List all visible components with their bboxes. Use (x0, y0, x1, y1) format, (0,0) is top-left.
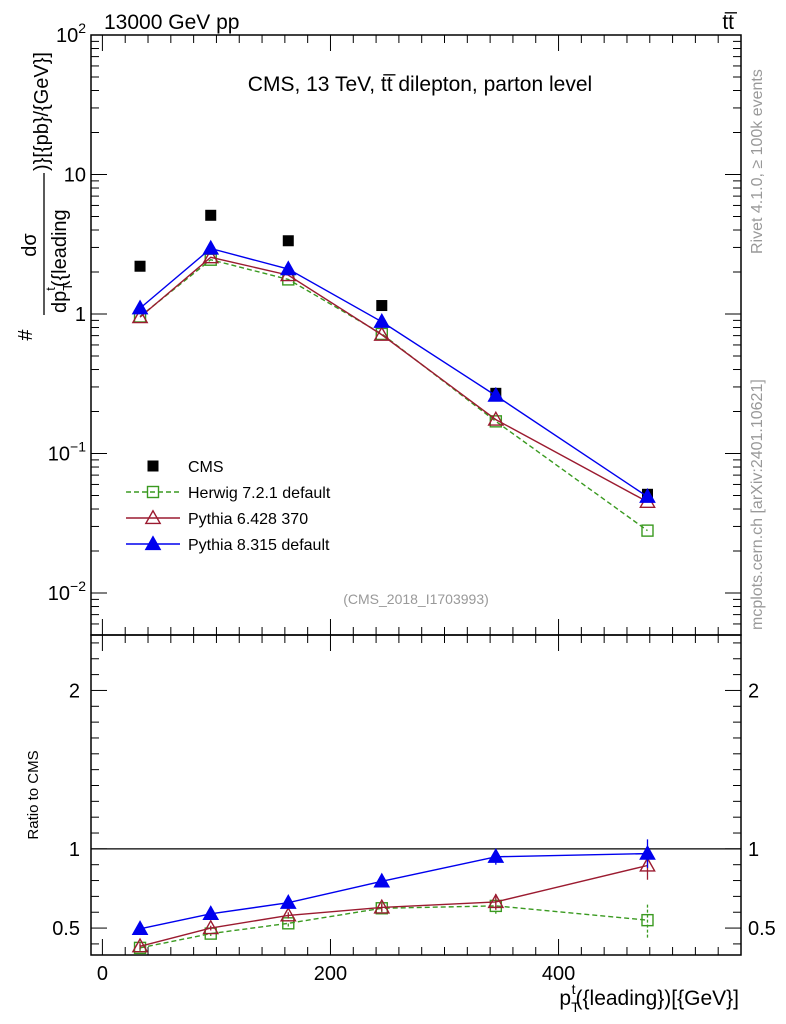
main-data-marks (131, 209, 656, 537)
ratio-y-axis-label: Ratio to CMS (25, 750, 42, 839)
legend-label-pythia-6-428-370: Pythia 6.428 370 (188, 511, 308, 528)
x-tick-label: 400 (542, 963, 575, 985)
y-label-sub: T (60, 283, 75, 291)
x-label-sub: T (571, 999, 580, 1015)
rivet-label: Rivet 4.1.0, ≥ 100k events (749, 69, 766, 254)
point-cms (134, 260, 146, 272)
ratio-line-pythia-8-315-default (139, 852, 648, 930)
ratio-y-tick-label-right: 2 (748, 680, 759, 702)
y-tick-exponent: −2 (70, 578, 86, 594)
point-cms (205, 209, 217, 221)
point-herwig-7-2-1-default (641, 524, 654, 537)
top-left-label: 13000 GeV pp (104, 11, 239, 34)
y-tick-exponent: −1 (70, 439, 86, 455)
y-label-rest: ({leading (49, 209, 71, 287)
point-pythia-8-315-default (373, 313, 391, 328)
y-label-sup: t (43, 287, 58, 291)
series-line-pythia-6-428-370 (139, 256, 648, 503)
y-tick-base: 10 (56, 25, 78, 47)
legend-marker-pythia-8-315-default (144, 535, 162, 551)
point-pythia-6-428-370 (487, 410, 505, 426)
legend-marker-cms (147, 460, 159, 472)
ratio-point-pythia-8-315-default (131, 920, 149, 936)
point-pythia-8-315-default (487, 386, 505, 402)
main-title: CMS, 13 TeV, tt̅ dilepton, parton level (248, 73, 592, 96)
series-line-pythia-8-315-default (139, 247, 648, 498)
ratio-point-pythia-6-428-370 (639, 856, 656, 872)
ratio-point-herwig-7-2-1-default (641, 913, 654, 927)
y-label-dp: dp (49, 291, 71, 313)
y-tick-label: 102 (56, 20, 86, 47)
legend-label-herwig-7-2-1-default: Herwig 7.2.1 default (188, 485, 331, 502)
x-tick-label: 0 (97, 963, 108, 985)
ratio-axis-ticks: 0.5 0.5 1 1 2 2 0 200 400 (52, 635, 776, 985)
y-tick-base: 10 (48, 444, 70, 466)
ratio-y-tick-label-left: 1 (69, 839, 80, 861)
x-axis-label: pTt({leading})[{GeV}] (559, 981, 739, 1015)
x-tick-label: 200 (314, 963, 347, 985)
y-tick-label: 10−1 (48, 439, 86, 466)
point-pythia-6-428-370 (202, 248, 220, 264)
watermark-label: (CMS_2018_I1703993) (343, 591, 489, 607)
legend-marker-pythia-6-428-370 (144, 509, 162, 525)
ratio-point-pythia-6-428-370 (487, 893, 505, 909)
ratio-point-pythia-8-315-default (487, 848, 505, 863)
y-label-hash: # (15, 329, 37, 341)
legend-label-cms: CMS (188, 459, 224, 476)
y-tick-exponent: 2 (78, 20, 86, 36)
ratio-y-tick-label-left: 2 (69, 680, 80, 702)
y-tick-label: 10−2 (48, 578, 86, 605)
y-tick-base: 10 (64, 165, 86, 187)
mcplots-label: mcplots.cern.ch [arXiv:2401.10621] (749, 379, 766, 630)
point-pythia-8-315-default (279, 260, 297, 276)
y-tick-label: 10 (64, 165, 86, 187)
ratio-point-pythia-8-315-default (202, 905, 220, 920)
ratio-point-pythia-6-428-370 (202, 919, 220, 935)
y-tick-base: 10 (48, 583, 70, 605)
ratio-y-tick-label-left: 0.5 (52, 918, 80, 940)
y-tick-base: 1 (75, 304, 86, 326)
x-label-rest: ({leading})[{GeV}] (576, 987, 739, 1010)
ratio-line-pythia-6-428-370 (139, 864, 648, 947)
ratio-panel-frame (90, 634, 742, 956)
ratio-point-pythia-6-428-370 (279, 906, 297, 922)
y-label-trailing: )}[{pb}/{GeV}] (31, 52, 53, 171)
top-right-label: tt̅ (722, 11, 738, 34)
ratio-data-marks (131, 839, 656, 955)
point-cms (282, 235, 294, 247)
point-pythia-6-428-370 (131, 308, 149, 324)
series-line-herwig-7-2-1-default (139, 258, 648, 532)
ratio-point-pythia-6-428-370 (131, 937, 149, 953)
point-pythia-6-428-370 (373, 326, 391, 341)
point-pythia-8-315-default (131, 299, 149, 315)
x-label-sup: t (572, 981, 576, 997)
legend: CMS Herwig 7.2.1 default Pythia 6.428 370 P… (126, 459, 331, 554)
legend-label-pythia-8-315-default: Pythia 8.315 default (188, 537, 330, 554)
x-label-p: p (559, 987, 571, 1010)
ratio-y-tick-label-right: 1 (748, 839, 759, 861)
y-tick-label: 1 (75, 304, 86, 326)
y-label-denominator: dpTt({leading (43, 209, 75, 313)
ratio-y-tick-label-right: 0.5 (748, 918, 776, 940)
ratio-point-pythia-8-315-default (639, 844, 656, 860)
ratio-point-pythia-8-315-default (373, 872, 391, 888)
y-label-numerator: dσ (19, 233, 41, 257)
ratio-point-pythia-6-428-370 (373, 898, 391, 914)
ratio-line-herwig-7-2-1-default (139, 905, 648, 949)
point-pythia-8-315-default (639, 488, 656, 503)
point-pythia-8-315-default (202, 239, 220, 255)
ratio-point-pythia-8-315-default (279, 894, 297, 909)
point-cms (376, 300, 388, 312)
main-y-axis-label: # dσ dpTt({leading )}[{pb}/{GeV}] (15, 52, 75, 341)
legend-marker-herwig-7-2-1-default (146, 485, 160, 499)
